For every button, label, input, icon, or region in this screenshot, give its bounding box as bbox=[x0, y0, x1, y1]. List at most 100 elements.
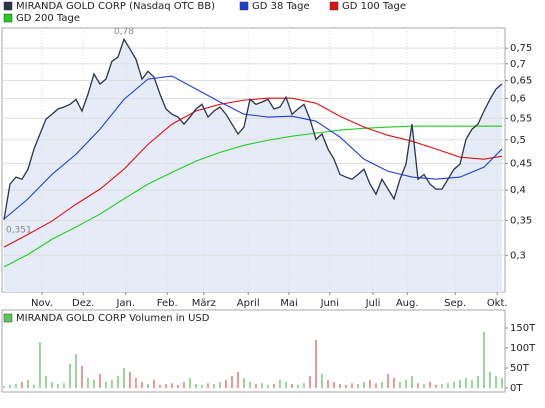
volume-bar bbox=[105, 382, 107, 388]
volume-bar bbox=[429, 382, 431, 388]
y-tick-label: 0,55 bbox=[510, 113, 532, 124]
legend-label: GD 38 Tage bbox=[252, 1, 310, 12]
volume-bar bbox=[501, 378, 503, 388]
x-tick-label: Nov. bbox=[31, 298, 53, 309]
line bbox=[3, 37, 503, 220]
volume-bar bbox=[165, 384, 167, 388]
x-tick-label: Juni bbox=[320, 298, 339, 309]
volume-bar bbox=[9, 384, 11, 388]
line bbox=[3, 75, 503, 220]
volume-bar bbox=[111, 380, 113, 388]
volume-bar bbox=[399, 382, 401, 388]
volume-bar bbox=[39, 342, 41, 388]
volume-bar bbox=[339, 384, 341, 388]
volume-bar bbox=[447, 383, 449, 388]
volume-bar bbox=[51, 382, 53, 388]
volume-bar bbox=[423, 384, 425, 388]
volume-bar bbox=[189, 378, 191, 388]
volume-bar bbox=[3, 386, 5, 388]
x-tick-label: Dez. bbox=[72, 298, 94, 309]
volume-bar bbox=[477, 376, 479, 388]
volume-bar bbox=[495, 376, 497, 388]
y-tick-label: 0T bbox=[510, 383, 523, 394]
y-tick-label: 0,6 bbox=[510, 94, 526, 105]
volume-bar bbox=[129, 372, 131, 388]
volume-bar bbox=[207, 383, 209, 388]
volume-bar bbox=[27, 380, 29, 388]
volume-bar bbox=[243, 378, 245, 388]
volume-bar bbox=[219, 382, 221, 388]
volume-bar bbox=[267, 384, 269, 388]
legend-label: MIRANDA GOLD CORP (Nasdaq OTC BB) bbox=[16, 1, 215, 12]
legend-label: GD 200 Tage bbox=[16, 13, 80, 24]
legend-label: GD 100 Tage bbox=[342, 1, 406, 12]
volume-bar bbox=[387, 374, 389, 388]
y-tick-label: 150T bbox=[510, 323, 536, 334]
volume-bar bbox=[159, 384, 161, 388]
volume-bar bbox=[489, 372, 491, 388]
y-tick-label: 0,35 bbox=[510, 215, 532, 226]
volume-bar bbox=[117, 376, 119, 388]
x-tick-label: Jan. bbox=[115, 298, 135, 309]
line bbox=[3, 97, 503, 248]
volume-bar bbox=[381, 382, 383, 388]
volume-bar bbox=[123, 368, 125, 388]
volume-bar bbox=[63, 383, 65, 388]
legend-swatch bbox=[3, 313, 13, 323]
volume-bar bbox=[303, 383, 305, 388]
volume-bar bbox=[171, 383, 173, 388]
volume-bar bbox=[261, 383, 263, 388]
volume-bar bbox=[249, 382, 251, 388]
legend-swatch bbox=[329, 1, 339, 11]
volume-bar bbox=[183, 382, 185, 388]
volume-bar bbox=[45, 376, 47, 388]
volume-bar bbox=[177, 384, 179, 388]
volume-bar bbox=[33, 384, 35, 388]
x-tick-label: März bbox=[192, 298, 216, 309]
y-tick-label: 50T bbox=[510, 363, 530, 374]
y-tick-label: 0,45 bbox=[510, 159, 532, 170]
volume-title: MIRANDA GOLD CORP Volumen in USD bbox=[16, 313, 210, 324]
y-tick-label: 0,5 bbox=[510, 135, 526, 146]
volume-bar bbox=[333, 382, 335, 388]
volume-bar bbox=[411, 376, 413, 388]
volume-bar bbox=[345, 384, 347, 388]
volume-bar bbox=[99, 374, 101, 388]
volume-bar bbox=[453, 382, 455, 388]
volume-bar bbox=[363, 382, 365, 388]
volume-bar bbox=[351, 383, 353, 388]
volume-bar bbox=[327, 380, 329, 388]
volume-bar bbox=[471, 380, 473, 388]
volume-bar bbox=[57, 384, 59, 388]
volume-bar bbox=[441, 384, 443, 388]
volume-bar bbox=[225, 380, 227, 388]
volume-bar bbox=[393, 378, 395, 388]
line bbox=[3, 125, 502, 268]
x-tick-label: Okt. bbox=[487, 298, 508, 309]
y-tick-label: 0,65 bbox=[510, 76, 532, 87]
y-tick-label: 0,7 bbox=[510, 59, 526, 70]
volume-bar bbox=[237, 372, 239, 388]
volume-bar bbox=[315, 340, 317, 388]
volume-bar bbox=[369, 380, 371, 388]
volume-bar bbox=[15, 384, 17, 388]
legend-swatch bbox=[239, 1, 249, 11]
x-tick-label: Sep. bbox=[444, 298, 466, 309]
volume-bar bbox=[69, 364, 71, 388]
annotation: 0,78 bbox=[114, 27, 134, 37]
volume-bar bbox=[285, 382, 287, 388]
volume-bar bbox=[213, 384, 215, 388]
volume-bar bbox=[465, 378, 467, 388]
y-tick-label: 0,4 bbox=[510, 185, 526, 196]
volume-bar bbox=[21, 382, 23, 388]
volume-bar bbox=[297, 384, 299, 388]
volume-frame bbox=[1, 309, 506, 393]
volume-bar bbox=[405, 380, 407, 388]
y-tick-label: 0,75 bbox=[510, 43, 532, 54]
x-tick-label: Juli bbox=[365, 298, 381, 309]
volume-bar bbox=[93, 380, 95, 388]
volume-bar bbox=[255, 384, 257, 388]
volume-bar bbox=[153, 380, 155, 388]
volume-bar bbox=[201, 384, 203, 388]
volume-bar bbox=[483, 332, 485, 388]
